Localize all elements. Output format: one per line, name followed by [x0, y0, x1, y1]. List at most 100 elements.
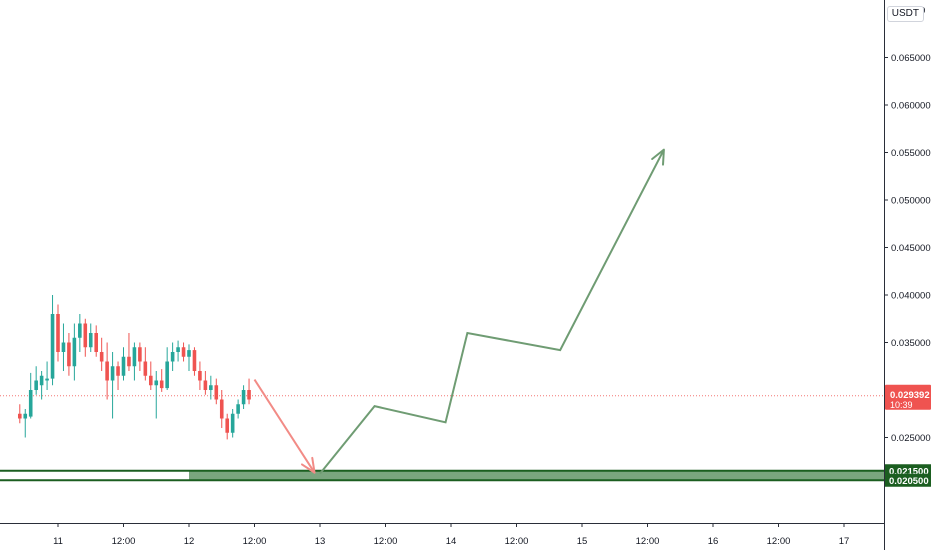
candle-body[interactable] — [94, 333, 99, 352]
candle-body[interactable] — [198, 371, 202, 381]
candle-body[interactable] — [127, 356, 131, 367]
candle-body[interactable] — [67, 342, 71, 367]
price-tick-label: 0.055000 — [891, 148, 931, 159]
candle[interactable] — [181, 342, 186, 362]
candle[interactable] — [88, 323, 93, 353]
candle[interactable] — [236, 399, 240, 419]
candle[interactable] — [121, 347, 126, 381]
candle[interactable] — [159, 369, 164, 392]
price-axis[interactable]: 0.065000 0.060000 0.055000 0.050000 0.045000… — [884, 0, 931, 550]
candle[interactable] — [214, 378, 219, 405]
candle[interactable] — [209, 375, 213, 400]
candle[interactable] — [50, 295, 55, 386]
plot-area[interactable] — [0, 148, 884, 482]
candle-body[interactable] — [88, 333, 93, 348]
candle[interactable] — [225, 413, 230, 440]
candle[interactable] — [203, 371, 208, 395]
projection-down-arrowhead[interactable] — [300, 456, 316, 474]
candle-body[interactable] — [230, 413, 235, 433]
candle-body[interactable] — [34, 380, 38, 391]
time-axis[interactable]: 11 12:00 12 12:00 13 12:00 14 12:00 15 12:00 16 12:… — [0, 523, 884, 547]
candle[interactable] — [219, 390, 224, 428]
candle-body[interactable] — [17, 413, 22, 419]
candle-body[interactable] — [78, 323, 82, 338]
projection-down-path[interactable] — [253, 379, 316, 474]
candle-body[interactable] — [170, 352, 175, 362]
candle-body[interactable] — [83, 323, 88, 348]
candle-body[interactable] — [121, 356, 126, 376]
candle-body[interactable] — [241, 390, 246, 405]
candle[interactable] — [34, 366, 38, 395]
candle-body[interactable] — [247, 390, 251, 400]
candle-body[interactable] — [105, 361, 109, 381]
candle[interactable] — [23, 409, 28, 438]
candle[interactable] — [28, 372, 33, 419]
candle[interactable] — [78, 314, 82, 352]
candle[interactable] — [83, 318, 88, 357]
candle-body[interactable] — [209, 385, 213, 390]
candle[interactable] — [45, 361, 49, 391]
candle-body[interactable] — [110, 366, 115, 381]
candle[interactable] — [67, 333, 71, 376]
candle-body[interactable] — [236, 404, 240, 414]
candle-body[interactable] — [192, 350, 197, 371]
candle-body[interactable] — [176, 347, 180, 352]
candle[interactable] — [165, 347, 169, 390]
candle-body[interactable] — [165, 361, 169, 389]
candle[interactable] — [143, 347, 148, 381]
candle[interactable] — [61, 323, 66, 372]
candle-body[interactable] — [28, 390, 33, 417]
projection-up-path[interactable] — [319, 149, 665, 475]
candle[interactable] — [176, 340, 180, 362]
candle-body[interactable] — [187, 350, 191, 357]
candle-body[interactable] — [99, 352, 104, 362]
candle-body[interactable] — [159, 380, 164, 389]
candle[interactable] — [39, 371, 44, 400]
candle[interactable] — [116, 361, 120, 391]
projection-up-arrowhead[interactable] — [651, 148, 665, 166]
candle-body[interactable] — [203, 380, 208, 391]
candle[interactable] — [170, 342, 175, 372]
currency-label[interactable]: USDT — [886, 6, 924, 22]
candle[interactable] — [198, 361, 202, 391]
candle[interactable] — [148, 361, 153, 391]
candle-body[interactable] — [50, 314, 55, 379]
candle[interactable] — [17, 404, 22, 424]
candle[interactable] — [192, 347, 197, 376]
candle-body[interactable] — [61, 342, 66, 353]
candle[interactable] — [72, 323, 77, 381]
candle-body[interactable] — [148, 375, 153, 386]
candle[interactable] — [132, 342, 137, 381]
candle-body[interactable] — [116, 366, 120, 376]
candle-body[interactable] — [132, 347, 137, 367]
candle[interactable] — [241, 385, 246, 409]
candle-body[interactable] — [138, 347, 142, 362]
candle-body[interactable] — [56, 314, 60, 352]
candle[interactable] — [99, 337, 104, 371]
candle-body[interactable] — [143, 361, 148, 376]
candle-body[interactable] — [225, 418, 230, 433]
candle[interactable] — [138, 342, 142, 372]
candle[interactable] — [127, 333, 131, 371]
candle-body[interactable] — [181, 347, 186, 357]
demand-zone[interactable] — [189, 470, 884, 481]
candle-body[interactable] — [219, 399, 224, 419]
candle[interactable] — [110, 352, 115, 419]
zone-low-label[interactable]: 0.020500 — [885, 473, 931, 487]
candle-body[interactable] — [214, 385, 219, 400]
candle[interactable] — [94, 325, 99, 357]
candle-body[interactable] — [39, 375, 44, 386]
candle[interactable] — [154, 371, 159, 419]
candle[interactable] — [230, 409, 235, 438]
candle[interactable] — [187, 344, 191, 371]
candle[interactable] — [56, 304, 60, 362]
candle[interactable] — [105, 342, 109, 400]
candle[interactable] — [247, 378, 251, 405]
candle-body[interactable] — [154, 380, 159, 386]
candle-body[interactable] — [72, 337, 77, 367]
candle-body[interactable] — [45, 378, 49, 381]
candle-body[interactable] — [23, 413, 28, 419]
